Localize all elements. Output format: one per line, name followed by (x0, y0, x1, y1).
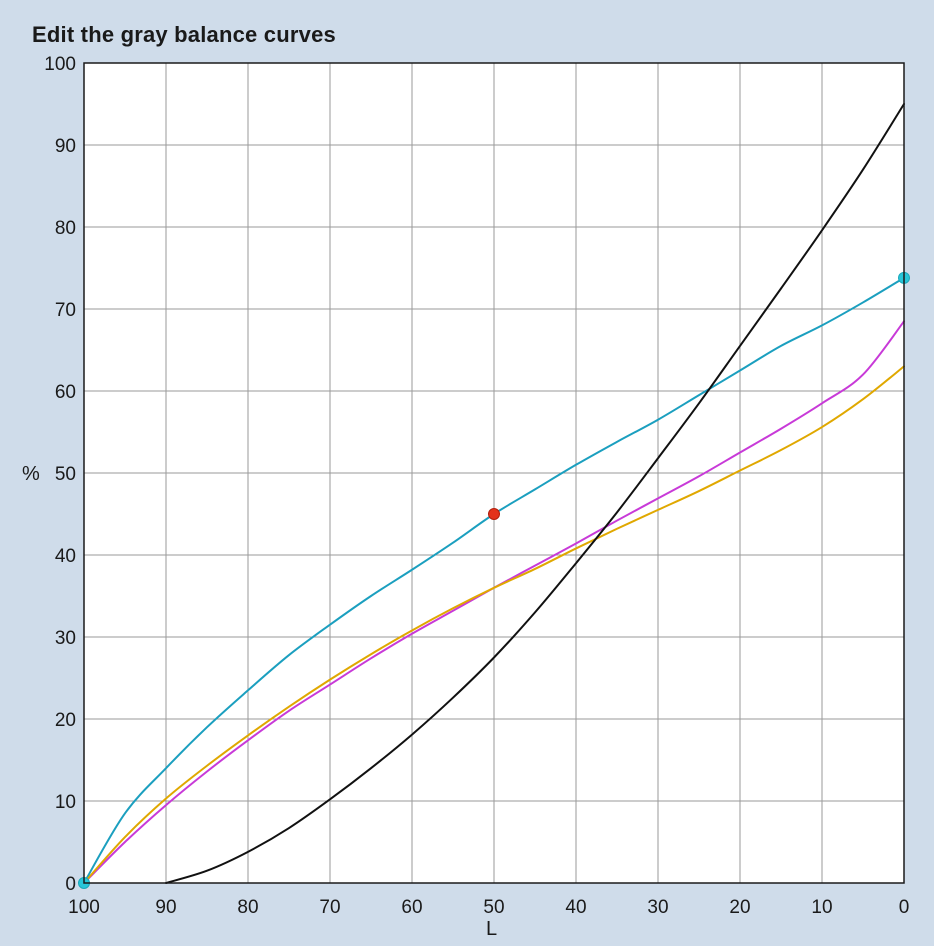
y-tick-label-10: 10 (55, 792, 76, 813)
curve-yellow[interactable] (83, 365, 905, 884)
x-tick-label-40: 40 (565, 897, 586, 918)
x-tick-label-50: 50 (483, 897, 504, 918)
x-tick-label-10: 10 (811, 897, 832, 918)
x-tick-label-90: 90 (155, 897, 176, 918)
x-tick-label-70: 70 (319, 897, 340, 918)
plot-border (83, 62, 905, 884)
y-tick-label-40: 40 (55, 546, 76, 567)
control-point-cyan-2[interactable] (488, 508, 500, 520)
x-axis-label: L (486, 918, 497, 940)
x-tick-label-80: 80 (237, 897, 258, 918)
y-axis-label: % (22, 463, 40, 485)
x-tick-label-0: 0 (899, 897, 910, 918)
y-tick-label-50: 50 (55, 464, 76, 485)
panel-title: Edit the gray balance curves (32, 22, 336, 47)
y-tick-labels: 0 10 20 30 40 50 60 70 80 90 100 (44, 54, 76, 895)
y-tick-label-80: 80 (55, 218, 76, 239)
x-tick-label-30: 30 (647, 897, 668, 918)
y-tick-label-90: 90 (55, 136, 76, 157)
x-tick-labels: 100 90 80 70 60 50 40 30 20 10 0 (68, 897, 909, 918)
y-tick-label-100: 100 (44, 54, 76, 75)
curve-black[interactable] (165, 103, 905, 884)
x-tick-label-60: 60 (401, 897, 422, 918)
x-tick-label-20: 20 (729, 897, 750, 918)
x-tick-label-100: 100 (68, 897, 100, 918)
y-tick-label-70: 70 (55, 300, 76, 321)
y-tick-label-0: 0 (65, 874, 76, 895)
y-tick-label-60: 60 (55, 382, 76, 403)
y-tick-label-20: 20 (55, 710, 76, 731)
y-tick-label-30: 30 (55, 628, 76, 649)
